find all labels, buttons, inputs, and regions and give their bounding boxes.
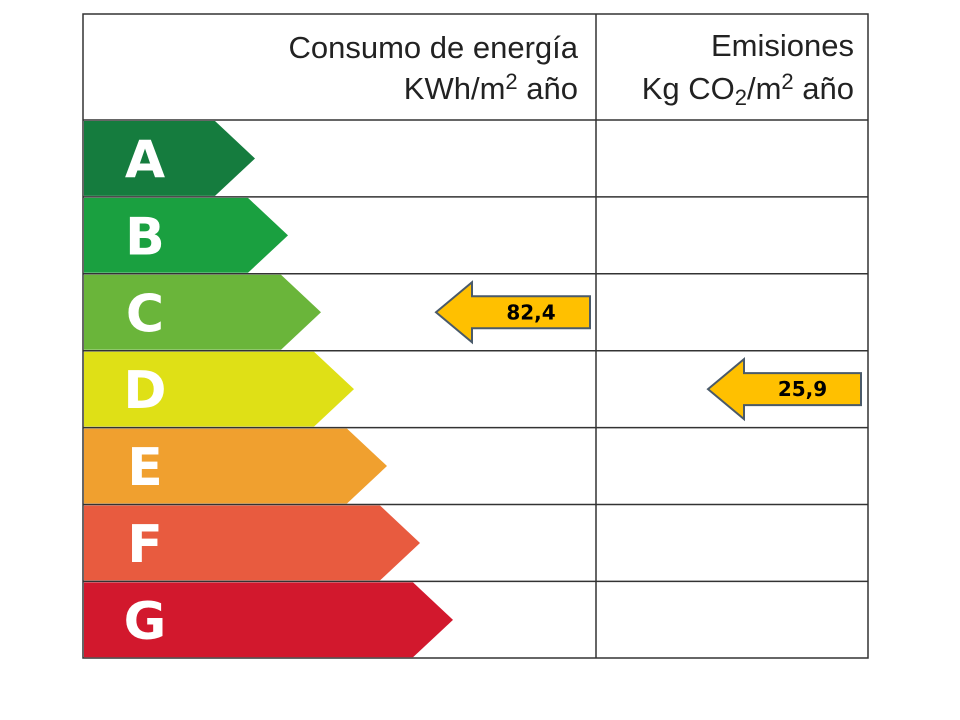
value-label: 82,4 bbox=[506, 300, 555, 324]
grade-letter: E bbox=[127, 438, 163, 498]
grade-letter: G bbox=[124, 592, 167, 652]
grade-arrow bbox=[84, 582, 453, 658]
value-label: 25,9 bbox=[778, 377, 827, 401]
frame bbox=[82, 13, 869, 659]
emissions-title: Emisiones bbox=[711, 28, 854, 63]
consumption-title: Consumo de energía bbox=[288, 30, 578, 65]
grade-letter: D bbox=[123, 361, 166, 421]
value-arrow bbox=[706, 357, 862, 422]
grade-letter: C bbox=[126, 284, 164, 344]
grade-letter: B bbox=[125, 207, 165, 267]
grade-arrow bbox=[84, 121, 255, 196]
grade-letter: F bbox=[127, 515, 163, 575]
grade-letter: A bbox=[125, 130, 165, 190]
grade-arrow bbox=[84, 274, 321, 350]
consumption-unit: KWh/m2 año bbox=[404, 69, 578, 106]
grade-arrow bbox=[84, 197, 288, 273]
grade-arrow bbox=[84, 505, 420, 581]
emissions-unit: Kg CO2/m2 año bbox=[642, 69, 854, 110]
value-arrow bbox=[434, 280, 591, 345]
grade-arrow bbox=[84, 351, 354, 427]
grade-arrow bbox=[84, 428, 387, 504]
